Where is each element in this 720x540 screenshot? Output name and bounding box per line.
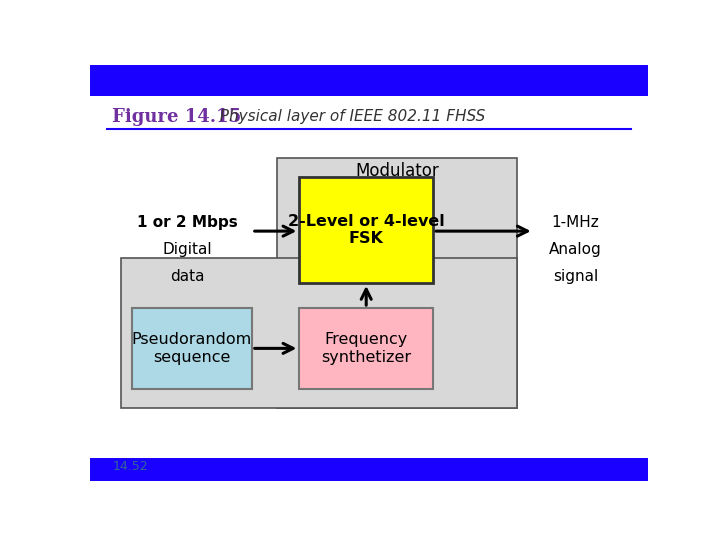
- Text: Modulator: Modulator: [355, 162, 438, 180]
- Text: data: data: [171, 269, 205, 285]
- Bar: [121, 258, 517, 408]
- Text: 2-Level or 4-level
FSK: 2-Level or 4-level FSK: [288, 214, 444, 246]
- Bar: [277, 158, 517, 408]
- Bar: [90, 458, 648, 481]
- Text: Frequency
synthetizer: Frequency synthetizer: [321, 333, 411, 365]
- Text: Figure 14.15: Figure 14.15: [112, 108, 242, 126]
- Text: Physical layer of IEEE 802.11 FHSS: Physical layer of IEEE 802.11 FHSS: [210, 109, 485, 124]
- Text: Analog: Analog: [549, 242, 602, 258]
- Bar: [300, 177, 433, 283]
- Text: 14.52: 14.52: [112, 461, 148, 474]
- Bar: [132, 308, 252, 389]
- Bar: [90, 65, 648, 96]
- Text: 1-MHz: 1-MHz: [552, 215, 599, 230]
- Text: 1 or 2 Mbps: 1 or 2 Mbps: [138, 215, 238, 230]
- Bar: [300, 308, 433, 389]
- Text: signal: signal: [553, 269, 598, 285]
- Text: Pseudorandom
sequence: Pseudorandom sequence: [132, 333, 252, 365]
- Text: Digital: Digital: [163, 242, 212, 258]
